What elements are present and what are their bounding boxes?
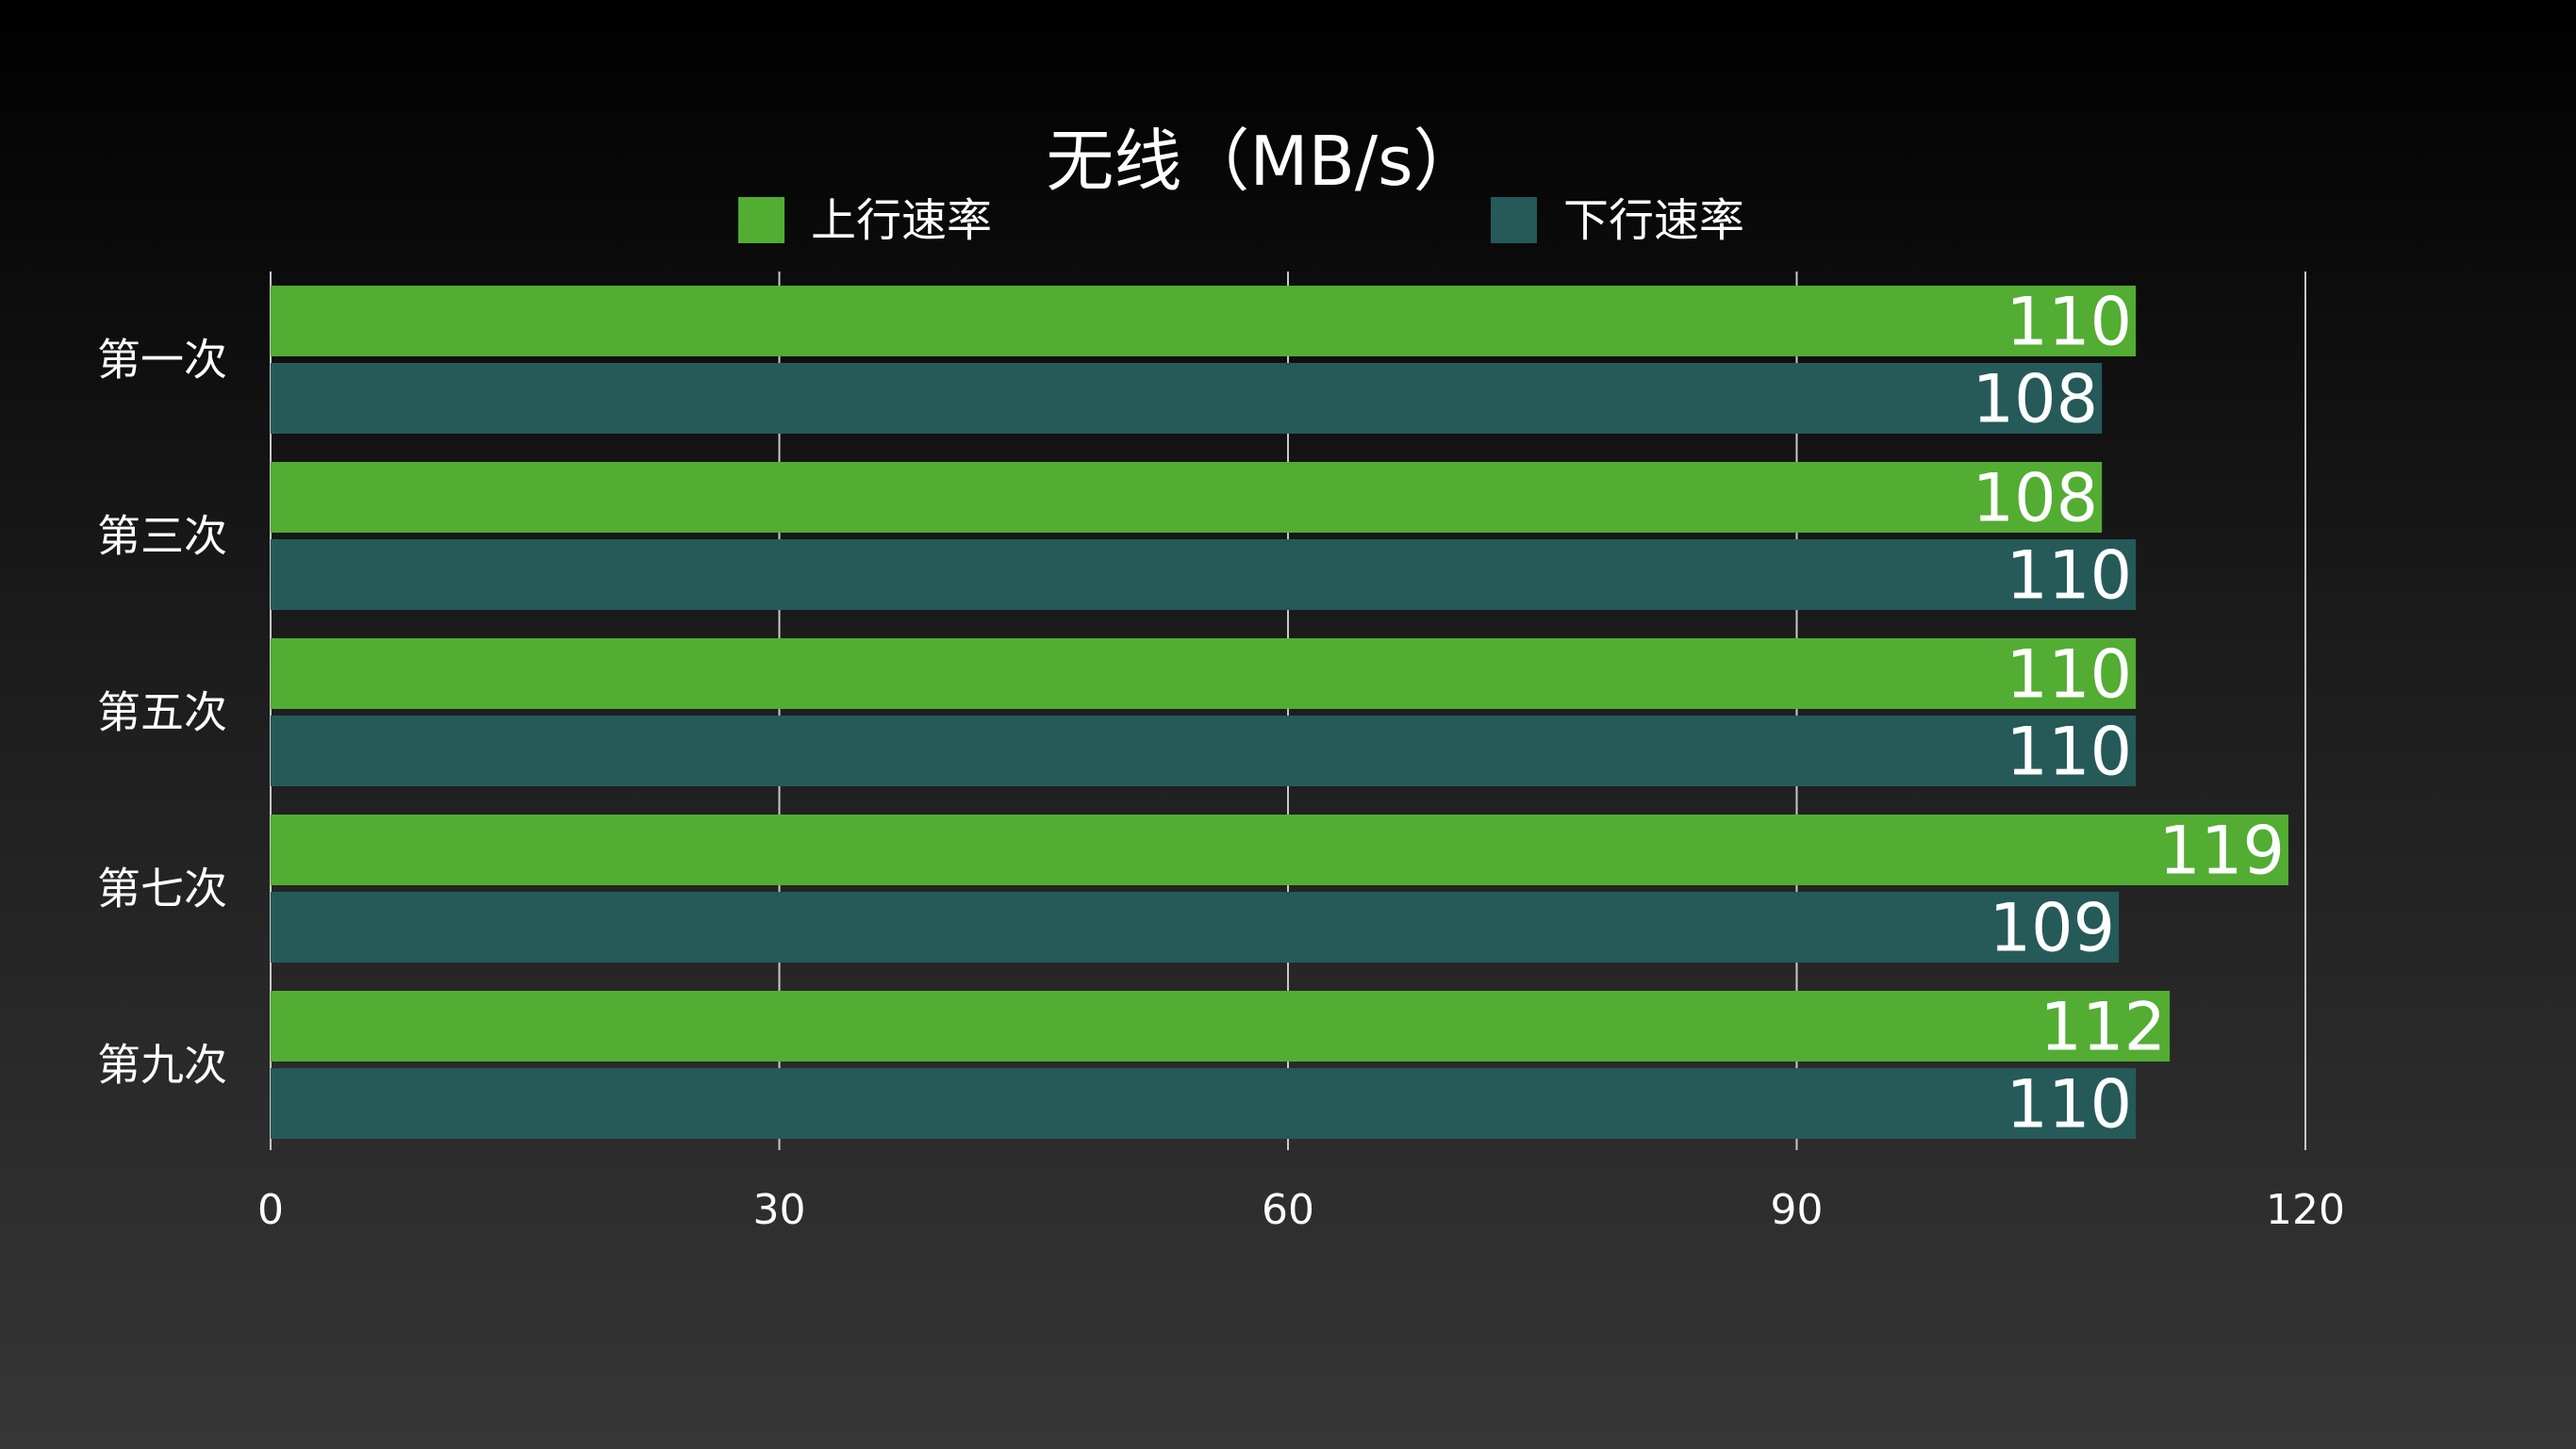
- bar: [271, 716, 2137, 786]
- category-label: 第九次: [97, 1040, 227, 1091]
- bar: [271, 638, 2137, 709]
- data-label: 110: [2006, 284, 2133, 361]
- category-label: 第一次: [97, 335, 227, 386]
- legend-swatch-upload: [738, 197, 784, 243]
- legend-swatch-download: [1491, 197, 1537, 243]
- x-tick-label: 60: [1262, 1186, 1314, 1234]
- bar: [271, 892, 2120, 963]
- category-label: 第七次: [97, 864, 227, 914]
- legend-label-download: 下行速率: [1563, 194, 1744, 247]
- bar: [271, 539, 2137, 610]
- bar: [271, 1068, 2137, 1139]
- data-label: 110: [2006, 636, 2133, 714]
- data-label: 112: [2040, 989, 2167, 1066]
- legend: 上行速率 下行速率: [738, 194, 1744, 247]
- bars: [271, 286, 2289, 1139]
- data-label: 108: [1973, 460, 2099, 537]
- legend-label-upload: 上行速率: [811, 194, 992, 247]
- data-label: 119: [2158, 813, 2285, 890]
- data-label: 109: [1990, 890, 2116, 967]
- x-axis-tick-labels: 0 30 60 90 120: [257, 1186, 2345, 1234]
- bar: [271, 815, 2289, 885]
- category-label: 第三次: [97, 511, 227, 562]
- x-tick-label: 120: [2266, 1186, 2345, 1234]
- data-label: 108: [1973, 361, 2099, 438]
- data-label: 110: [2006, 714, 2133, 791]
- bar: [271, 462, 2103, 533]
- x-tick-label: 30: [753, 1186, 806, 1234]
- x-tick-label: 90: [1771, 1186, 1824, 1234]
- x-tick-label: 0: [257, 1186, 284, 1234]
- bar: [271, 991, 2171, 1062]
- chart-title: 无线（MB/s）: [1046, 122, 1480, 201]
- category-label: 第五次: [97, 687, 227, 738]
- bar: [271, 286, 2137, 356]
- data-label: 110: [2006, 537, 2133, 615]
- bar: [271, 363, 2103, 434]
- data-label: 110: [2006, 1066, 2133, 1144]
